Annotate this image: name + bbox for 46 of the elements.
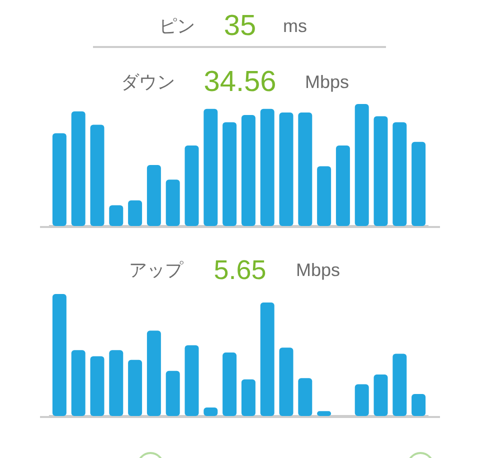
- bar: [90, 124, 104, 226]
- chart-title: アップ: [129, 259, 183, 281]
- text: ms: [283, 15, 307, 37]
- chart-subtitle: 34.56: [204, 64, 276, 100]
- chart-title: ダウン: [121, 71, 175, 93]
- bar: [71, 350, 86, 416]
- bar: [392, 122, 407, 226]
- text: Mbps: [305, 71, 350, 93]
- bar: [166, 180, 180, 226]
- bar: [241, 114, 256, 226]
- text: 35: [224, 8, 256, 44]
- bar: [279, 348, 294, 416]
- bar: [222, 122, 237, 226]
- bar: [279, 112, 294, 226]
- text: Mbps: [296, 259, 340, 281]
- bar: [166, 370, 180, 416]
- chart-subtitle: 5.65: [214, 254, 266, 286]
- bar: [260, 302, 274, 416]
- bar: [374, 374, 388, 416]
- bar: [317, 166, 332, 226]
- bar: [184, 145, 199, 226]
- bar: [354, 104, 369, 226]
- bar: [298, 112, 312, 226]
- bar: [52, 294, 66, 416]
- bar: [260, 108, 274, 226]
- bar: [204, 108, 218, 226]
- bar: [128, 200, 142, 226]
- bar: [336, 145, 350, 226]
- bar: [128, 360, 142, 416]
- bar: [374, 116, 388, 226]
- bar: [52, 133, 66, 226]
- bar: [241, 379, 256, 416]
- bar: [71, 111, 86, 226]
- bar: [184, 345, 199, 416]
- bar: [109, 350, 124, 416]
- bar: [146, 165, 161, 226]
- bar: [392, 354, 407, 416]
- bar: [222, 352, 237, 416]
- bar: [354, 384, 369, 416]
- bar: [90, 356, 104, 416]
- bar: [298, 378, 312, 416]
- bar: [109, 205, 124, 226]
- text: ピン: [159, 15, 195, 37]
- bar: [412, 142, 426, 226]
- bar: [412, 394, 426, 416]
- bar: [146, 330, 161, 416]
